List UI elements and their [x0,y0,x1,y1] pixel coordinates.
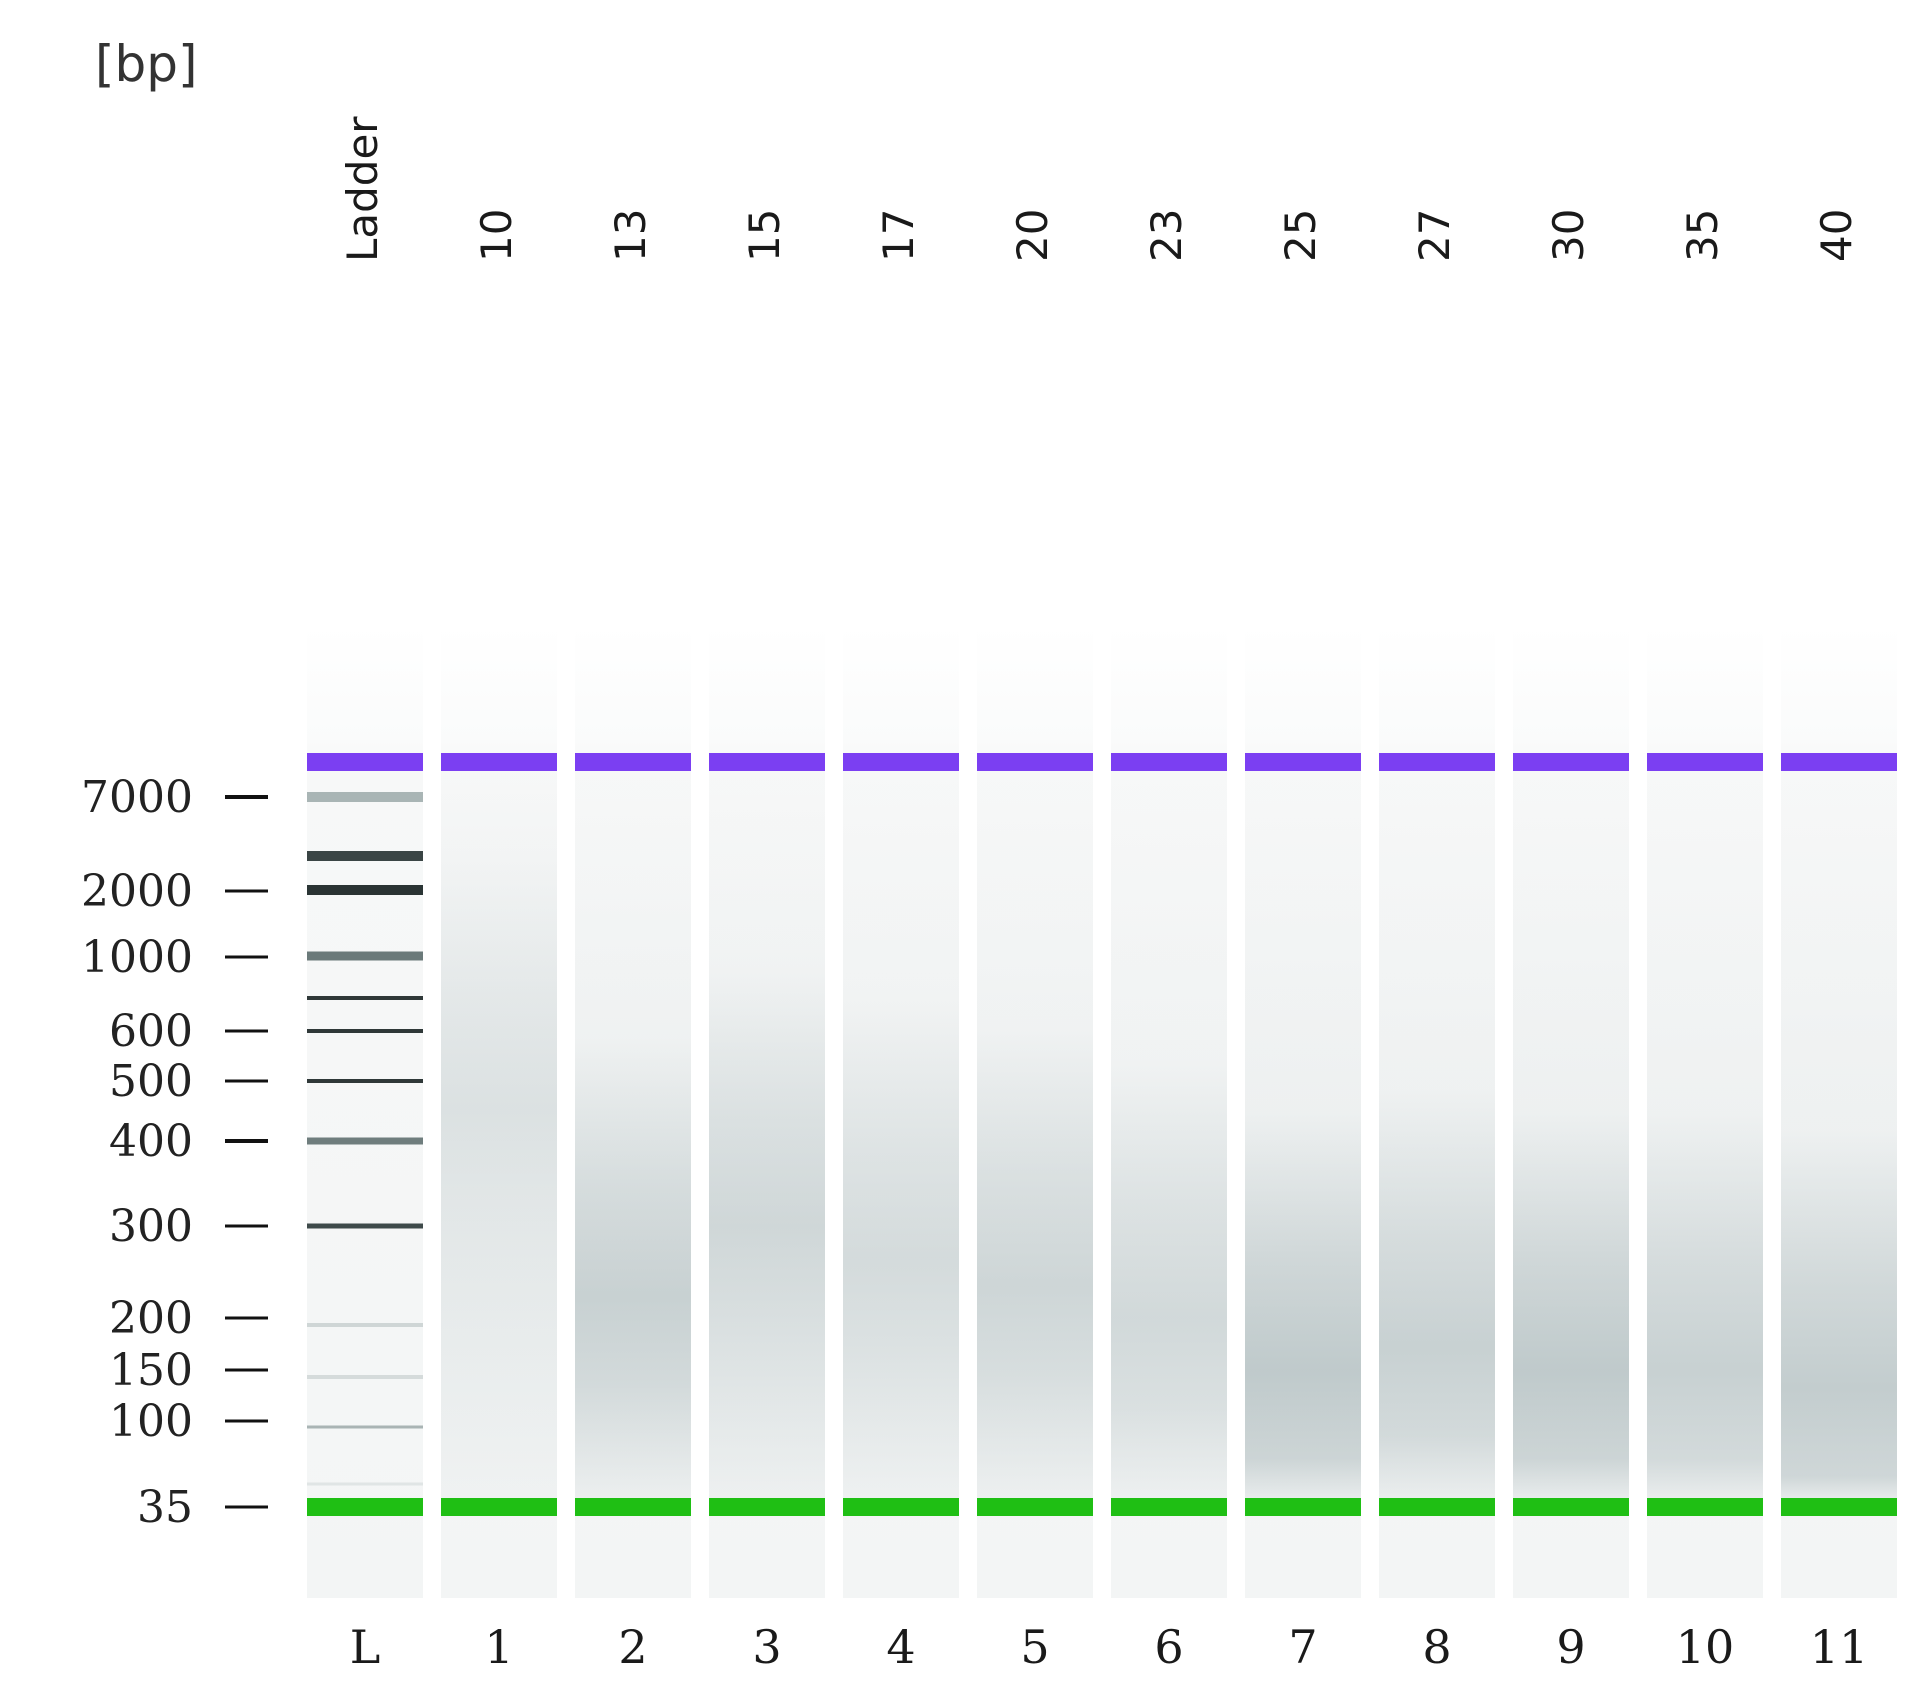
upper-marker-band [1781,753,1897,771]
smear-lane-11 [1781,766,1897,1503]
upper-marker-band [843,753,959,771]
size-marker-label: 2000 [81,866,193,917]
lower-marker-band [977,1498,1093,1516]
ladder-band [307,792,423,802]
lane-number: 8 [1422,1620,1451,1674]
lane-header: 17 [874,209,923,262]
smear-lane-9 [1513,766,1629,1503]
unit-label: [bp] [95,35,198,93]
lane-L [307,625,423,1598]
lower-marker-band [307,1498,423,1516]
ladder-band [307,1323,423,1327]
lane-number: 2 [618,1620,647,1674]
size-marker-label: 100 [109,1396,193,1447]
lane-number: 10 [1676,1620,1735,1674]
size-marker-label: 150 [109,1345,193,1396]
smear-lane-8 [1379,766,1495,1503]
upper-marker-band [977,753,1093,771]
smear-lane-2 [575,766,691,1503]
lower-marker-band [1245,1498,1361,1516]
ladder-band [307,1137,423,1145]
lower-marker-band [843,1498,959,1516]
size-marker-label: 400 [109,1116,193,1167]
ladder-band [307,1223,423,1229]
smear-lane-3 [709,766,825,1503]
upper-marker-band [1513,753,1629,771]
lane-number: 1 [484,1620,513,1674]
ladder-band [307,885,423,895]
ladder-band [307,951,423,961]
smear-lane-6 [1111,766,1227,1503]
size-marker-label: 300 [109,1201,193,1252]
lane-number: 3 [752,1620,781,1674]
lane-header: 30 [1544,209,1593,262]
upper-marker-band [1379,753,1495,771]
ladder-band [307,1029,423,1033]
smear-lane-7 [1245,766,1361,1503]
smear-lane-4 [843,766,959,1503]
smear-lane-5 [977,766,1093,1503]
size-marker-label: 35 [137,1482,193,1533]
lower-marker-band [1781,1498,1897,1516]
lane-header: 20 [1008,209,1057,262]
lane-header: Ladder [338,116,387,262]
lane-header: 27 [1410,209,1459,262]
ladder-band [307,851,423,861]
upper-marker-band [1647,753,1763,771]
lower-marker-band [575,1498,691,1516]
lower-marker-band [441,1498,557,1516]
smear-lane-1 [441,766,557,1503]
lane-header: 23 [1142,209,1191,262]
lane-header: 25 [1276,209,1325,262]
upper-marker-band [709,753,825,771]
lower-marker-band [1379,1498,1495,1516]
ladder-band [307,1482,423,1486]
size-marker-label: 500 [109,1056,193,1107]
upper-marker-band [1111,753,1227,771]
lower-marker-band [1513,1498,1629,1516]
upper-marker-band [575,753,691,771]
lane-number: 7 [1288,1620,1317,1674]
lane-number: L [350,1620,381,1674]
ladder-band [307,1079,423,1083]
size-marker-label: 1000 [81,932,193,983]
smear-lane-10 [1647,766,1763,1503]
lane-header: 35 [1678,209,1727,262]
lane-header: 10 [472,209,521,262]
ladder-band [307,996,423,1000]
lane-number: 9 [1556,1620,1585,1674]
upper-marker-band [1245,753,1361,771]
size-marker-label: 7000 [81,772,193,823]
ladder-band [307,1375,423,1379]
lane-header: 15 [740,209,789,262]
ladder-band [307,1425,423,1429]
upper-marker-band [307,753,423,771]
lane-header: 40 [1812,209,1861,262]
upper-marker-band [441,753,557,771]
lane-number: 4 [886,1620,915,1674]
lane-number: 11 [1810,1620,1869,1674]
size-marker-label: 600 [109,1006,193,1057]
lower-marker-band [1111,1498,1227,1516]
lane-number: 5 [1020,1620,1049,1674]
size-marker-label: 200 [109,1293,193,1344]
lower-marker-band [709,1498,825,1516]
lane-number: 6 [1154,1620,1183,1674]
lower-marker-band [1647,1498,1763,1516]
lane-header: 13 [606,209,655,262]
